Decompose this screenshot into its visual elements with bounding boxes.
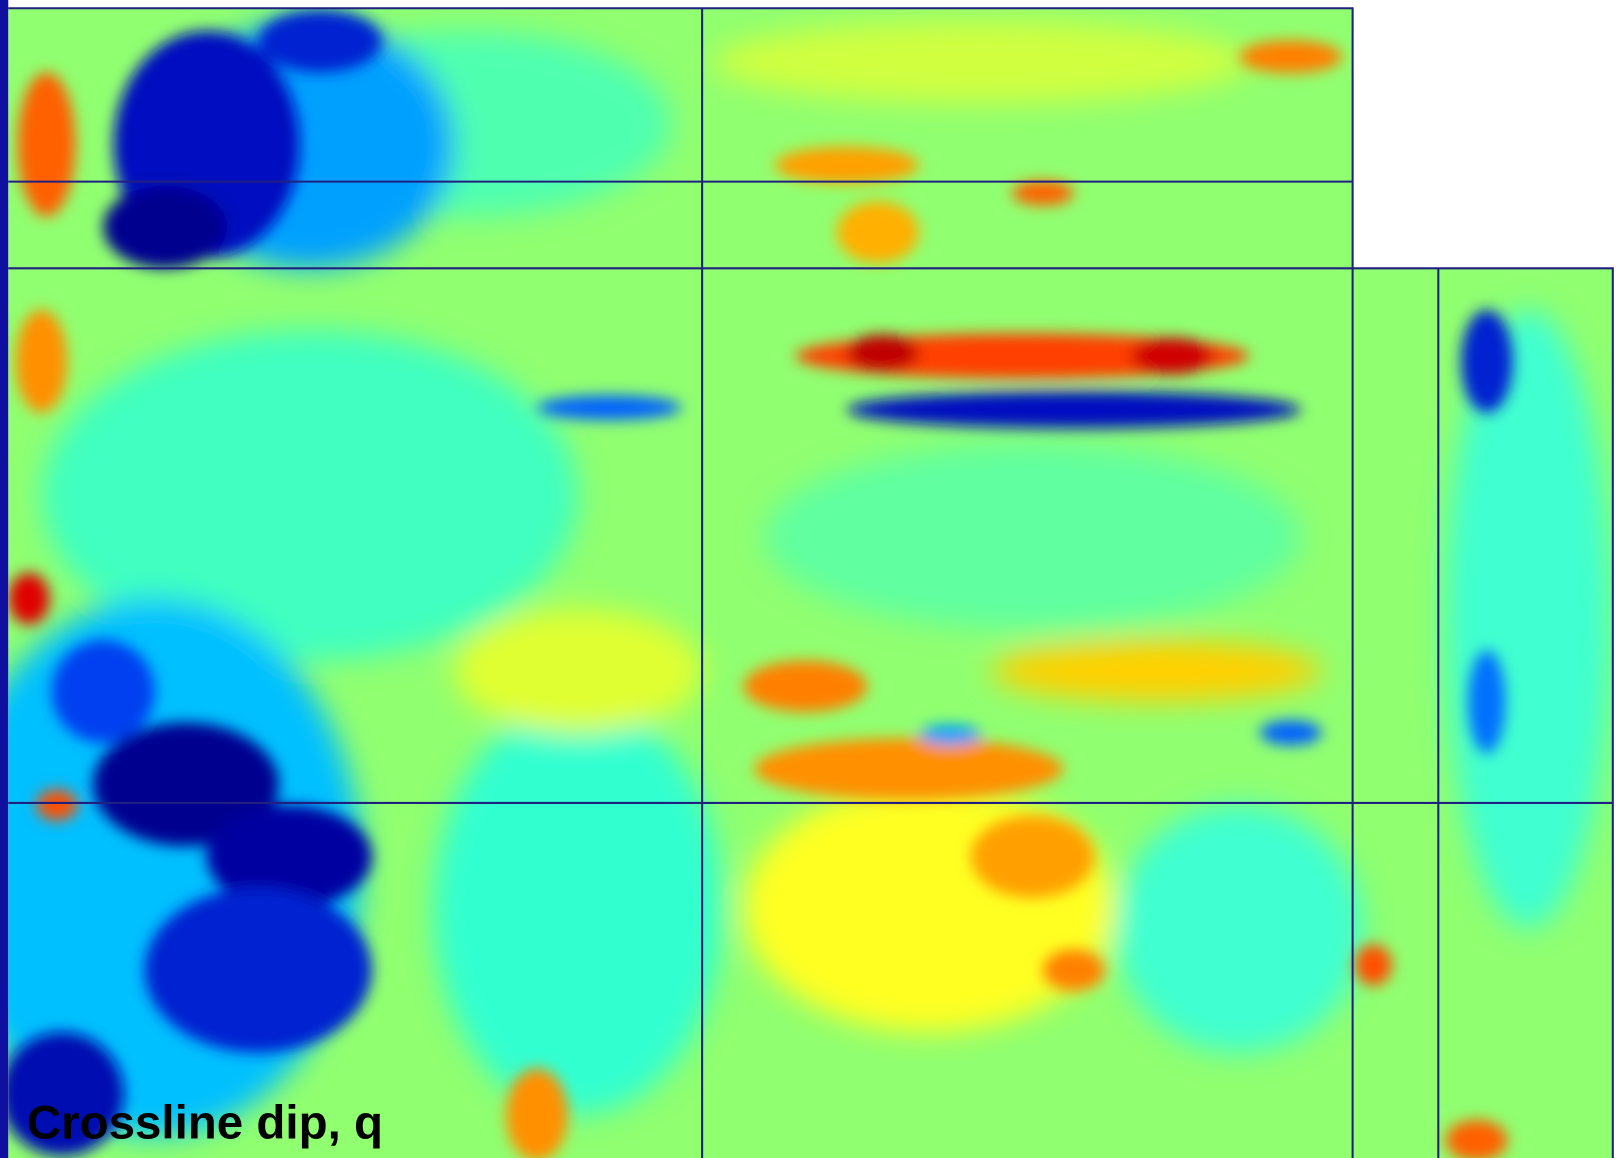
seismic-figure: Crossline dip, q: [0, 0, 1619, 1158]
blob: [1446, 310, 1611, 929]
blob: [1043, 950, 1105, 991]
blob: [754, 738, 1064, 800]
blob: [774, 147, 919, 184]
blob: [1012, 181, 1074, 206]
blob: [991, 640, 1321, 702]
blob: [1115, 805, 1363, 1053]
blob: [36, 790, 77, 821]
blob: [258, 10, 382, 72]
blob: [919, 725, 981, 746]
blob: [1131, 337, 1214, 374]
blob: [537, 395, 682, 420]
blob: [15, 310, 67, 413]
blob: [103, 186, 227, 269]
blob: [1260, 720, 1322, 745]
caption: Crossline dip, q: [27, 1096, 383, 1149]
blob: [454, 609, 702, 733]
blob: [1355, 944, 1392, 985]
blob: [145, 888, 372, 1053]
blob: [1461, 310, 1513, 413]
blob: [836, 201, 919, 263]
blob: [8, 573, 49, 625]
blob: [52, 640, 155, 743]
blob: [712, 21, 1249, 104]
blob: [847, 391, 1301, 428]
left-edge: [0, 0, 8, 1158]
blob: [847, 334, 919, 371]
blob: [506, 1068, 568, 1158]
blob: [1468, 650, 1505, 753]
blob: [971, 815, 1095, 898]
blob: [743, 661, 867, 713]
blob: [764, 444, 1301, 630]
page: {"caption": "Crossline dip, q"}: [0, 0, 1619, 1158]
blob: [1239, 40, 1342, 73]
blob: [434, 702, 723, 1115]
blob: [18, 72, 76, 216]
